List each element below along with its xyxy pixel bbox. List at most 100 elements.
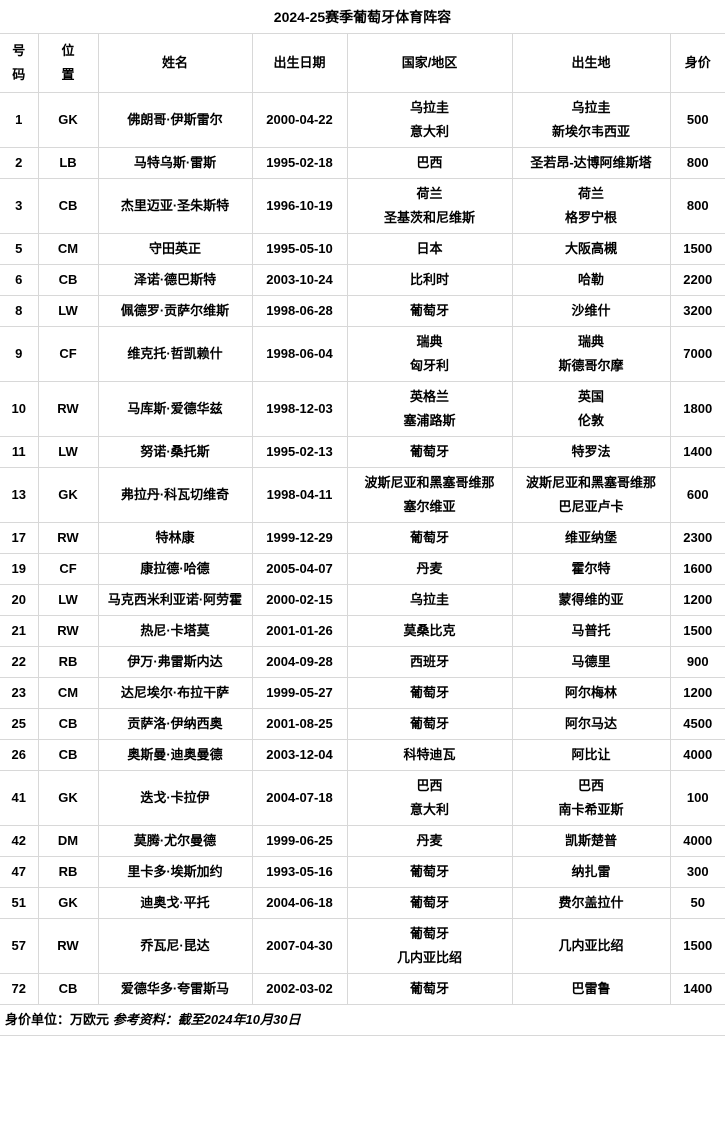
player-number: 51 bbox=[0, 887, 38, 919]
player-birth-date: 1995-02-18 bbox=[251, 147, 347, 179]
player-birth-date: 1993-05-16 bbox=[251, 856, 347, 888]
player-value: 2200 bbox=[669, 264, 725, 296]
player-row: 1 GK 佛朗哥·伊斯雷尔 2000-04-22 乌拉圭 意大利 乌拉圭 新埃尔… bbox=[0, 92, 725, 148]
player-position: RW bbox=[37, 918, 98, 974]
player-position: GK bbox=[37, 887, 98, 919]
player-name: 马克西米利亚诺·阿劳霍 bbox=[97, 584, 252, 616]
player-position: DM bbox=[37, 825, 98, 857]
player-position: CB bbox=[37, 739, 98, 771]
player-birthplace: 凯斯楚普 bbox=[511, 825, 670, 857]
player-number: 25 bbox=[0, 708, 38, 740]
header-birthplace: 出生地 bbox=[511, 33, 670, 93]
player-name: 达尼埃尔·布拉干萨 bbox=[97, 677, 252, 709]
player-birth-date: 2000-04-22 bbox=[251, 92, 347, 148]
player-name: 迭戈·卡拉伊 bbox=[97, 770, 252, 826]
player-value: 1200 bbox=[669, 584, 725, 616]
header-birth-date: 出生日期 bbox=[251, 33, 347, 93]
player-value: 50 bbox=[669, 887, 725, 919]
player-value: 3200 bbox=[669, 295, 725, 327]
player-country: 丹麦 bbox=[346, 553, 512, 585]
player-name: 马库斯·爱德华兹 bbox=[97, 381, 252, 437]
player-name: 伊万·弗雷斯内达 bbox=[97, 646, 252, 678]
player-number: 20 bbox=[0, 584, 38, 616]
player-value: 900 bbox=[669, 646, 725, 678]
player-position: RW bbox=[37, 522, 98, 554]
player-birth-date: 2004-07-18 bbox=[251, 770, 347, 826]
player-number: 41 bbox=[0, 770, 38, 826]
player-value: 4500 bbox=[669, 708, 725, 740]
player-value: 1200 bbox=[669, 677, 725, 709]
player-row: 8 LW 佩德罗·贡萨尔维斯 1998-06-28 葡萄牙 沙维什 3200 bbox=[0, 295, 725, 327]
player-birthplace: 维亚纳堡 bbox=[511, 522, 670, 554]
player-birth-date: 2002-03-02 bbox=[251, 973, 347, 1005]
player-row: 41 GK 迭戈·卡拉伊 2004-07-18 巴西 意大利 巴西 南卡希亚斯 … bbox=[0, 770, 725, 826]
player-position: GK bbox=[37, 770, 98, 826]
squad-table-body: 1 GK 佛朗哥·伊斯雷尔 2000-04-22 乌拉圭 意大利 乌拉圭 新埃尔… bbox=[0, 92, 725, 1005]
player-value: 1400 bbox=[669, 436, 725, 468]
player-row: 72 CB 爱德华多·夸雷斯马 2002-03-02 葡萄牙 巴雷鲁 1400 bbox=[0, 973, 725, 1005]
reference-note: 参考资料：截至2024年10月30日 bbox=[112, 1012, 301, 1027]
player-position: GK bbox=[37, 467, 98, 523]
player-number: 26 bbox=[0, 739, 38, 771]
player-name: 佛朗哥·伊斯雷尔 bbox=[97, 92, 252, 148]
page-title: 2024-25赛季葡萄牙体育阵容 bbox=[273, 9, 452, 25]
player-country: 巴西 bbox=[346, 147, 512, 179]
player-position: RW bbox=[37, 615, 98, 647]
player-value: 500 bbox=[669, 92, 725, 148]
footer-notes: 身价单位：万欧元 参考资料：截至2024年10月30日 bbox=[0, 1004, 725, 1036]
player-country: 科特迪瓦 bbox=[346, 739, 512, 771]
player-birth-date: 1995-05-10 bbox=[251, 233, 347, 265]
player-value: 1800 bbox=[669, 381, 725, 437]
player-row: 20 LW 马克西米利亚诺·阿劳霍 2000-02-15 乌拉圭 蒙得维的亚 1… bbox=[0, 584, 725, 616]
player-country: 瑞典 匈牙利 bbox=[346, 326, 512, 382]
player-position: GK bbox=[37, 92, 98, 148]
player-birth-date: 2000-02-15 bbox=[251, 584, 347, 616]
player-birth-date: 2004-09-28 bbox=[251, 646, 347, 678]
player-position: RB bbox=[37, 856, 98, 888]
player-birth-date: 1999-06-25 bbox=[251, 825, 347, 857]
player-birthplace: 乌拉圭 新埃尔韦西亚 bbox=[511, 92, 670, 148]
player-country: 荷兰 圣基茨和尼维斯 bbox=[346, 178, 512, 234]
player-birthplace: 圣若昂-达博阿维斯塔 bbox=[511, 147, 670, 179]
player-birth-date: 2007-04-30 bbox=[251, 918, 347, 974]
value-unit-note: 身价单位：万欧元 bbox=[5, 1012, 110, 1027]
player-birth-date: 1998-12-03 bbox=[251, 381, 347, 437]
player-birth-date: 2005-04-07 bbox=[251, 553, 347, 585]
header-row: 号 码 位 置 姓名 出生日期 国家/地区 出生地 身价 bbox=[0, 33, 725, 93]
player-country: 巴西 意大利 bbox=[346, 770, 512, 826]
player-row: 51 GK 迪奥戈·平托 2004-06-18 葡萄牙 费尔盖拉什 50 bbox=[0, 887, 725, 919]
player-birthplace: 荷兰 格罗宁根 bbox=[511, 178, 670, 234]
player-number: 9 bbox=[0, 326, 38, 382]
player-name: 奥斯曼·迪奥曼德 bbox=[97, 739, 252, 771]
player-number: 8 bbox=[0, 295, 38, 327]
player-birth-date: 1996-10-19 bbox=[251, 178, 347, 234]
player-row: 9 CF 维克托·哲凯赖什 1998-06-04 瑞典 匈牙利 瑞典 斯德哥尔摩… bbox=[0, 326, 725, 382]
player-number: 13 bbox=[0, 467, 38, 523]
player-birthplace: 霍尔特 bbox=[511, 553, 670, 585]
player-value: 100 bbox=[669, 770, 725, 826]
player-name: 弗拉丹·科瓦切维奇 bbox=[97, 467, 252, 523]
player-country: 葡萄牙 bbox=[346, 677, 512, 709]
player-birthplace: 阿尔马达 bbox=[511, 708, 670, 740]
player-country: 葡萄牙 bbox=[346, 887, 512, 919]
player-birthplace: 巴雷鲁 bbox=[511, 973, 670, 1005]
player-position: RW bbox=[37, 381, 98, 437]
player-value: 800 bbox=[669, 147, 725, 179]
player-birthplace: 马德里 bbox=[511, 646, 670, 678]
player-name: 特林康 bbox=[97, 522, 252, 554]
player-row: 5 CM 守田英正 1995-05-10 日本 大阪高槻 1500 bbox=[0, 233, 725, 265]
player-number: 21 bbox=[0, 615, 38, 647]
player-country: 波斯尼亚和黑塞哥维那 塞尔维亚 bbox=[346, 467, 512, 523]
player-country: 丹麦 bbox=[346, 825, 512, 857]
player-number: 47 bbox=[0, 856, 38, 888]
player-birthplace: 沙维什 bbox=[511, 295, 670, 327]
player-country: 比利时 bbox=[346, 264, 512, 296]
player-number: 6 bbox=[0, 264, 38, 296]
player-country: 乌拉圭 bbox=[346, 584, 512, 616]
player-name: 贡萨洛·伊纳西奥 bbox=[97, 708, 252, 740]
player-row: 13 GK 弗拉丹·科瓦切维奇 1998-04-11 波斯尼亚和黑塞哥维那 塞尔… bbox=[0, 467, 725, 523]
player-value: 4000 bbox=[669, 825, 725, 857]
player-value: 300 bbox=[669, 856, 725, 888]
player-birthplace: 特罗法 bbox=[511, 436, 670, 468]
